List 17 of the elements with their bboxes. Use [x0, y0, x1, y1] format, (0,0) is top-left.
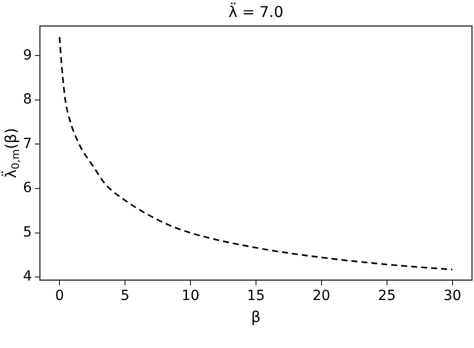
x-tick-label: 5: [120, 288, 130, 304]
x-tick-label: 25: [378, 288, 396, 304]
y-tick-label: 4: [22, 268, 32, 285]
x-tick-label: 0: [55, 288, 64, 304]
chart-title: λ̈ = 7.0: [228, 2, 284, 21]
x-tick-label: 30: [443, 288, 462, 304]
x-tick-label: 15: [247, 288, 265, 304]
line-series: [58, 36, 454, 270]
y-tick-label: 7: [22, 136, 32, 152]
y-axis-title: λ̈0,m(β): [1, 128, 22, 178]
y-tick-label: 5: [22, 224, 32, 240]
x-tick-label: 20: [312, 288, 330, 304]
x-axis-title: β: [251, 308, 261, 326]
y-tick-label: 6: [22, 180, 32, 196]
y-tick-label: 8: [22, 92, 32, 108]
y-tick-label: 9: [22, 47, 32, 64]
x-tick-label: 10: [182, 288, 200, 304]
